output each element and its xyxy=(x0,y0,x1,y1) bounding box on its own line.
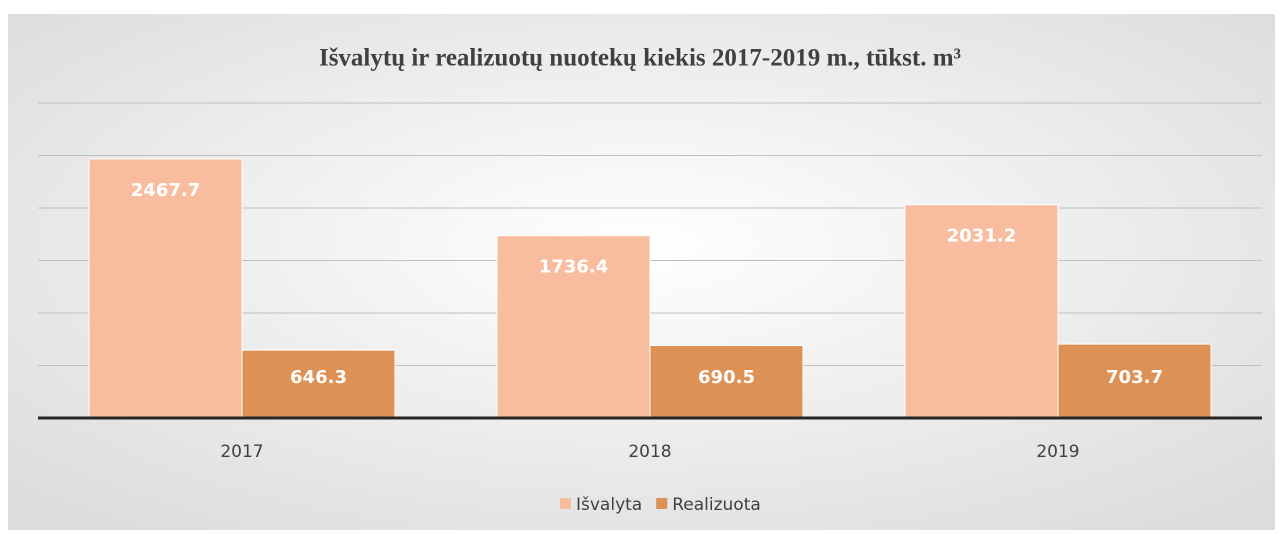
data-label: 2031.2 xyxy=(947,226,1016,247)
x-tick-label: 2018 xyxy=(628,442,671,462)
bar xyxy=(904,204,1059,419)
bar xyxy=(649,344,804,419)
legend-swatch xyxy=(656,498,668,509)
legend-label: Realizuota xyxy=(672,495,761,515)
chart-title: Išvalytų ir realizuotų nuotekų kiekis 20… xyxy=(319,45,961,72)
data-label: 703.7 xyxy=(1106,367,1163,388)
x-tick-label: 2019 xyxy=(1036,442,1079,462)
bar xyxy=(1057,343,1212,419)
data-label: 646.3 xyxy=(290,367,347,388)
legend-swatch xyxy=(560,498,571,509)
bar xyxy=(241,349,396,419)
data-label: 2467.7 xyxy=(131,180,200,201)
data-label: 1736.4 xyxy=(539,257,608,278)
bar xyxy=(88,158,243,419)
data-label: 690.5 xyxy=(698,367,755,388)
x-tick-label: 2017 xyxy=(220,442,263,462)
legend-label: Išvalyta xyxy=(576,495,642,515)
